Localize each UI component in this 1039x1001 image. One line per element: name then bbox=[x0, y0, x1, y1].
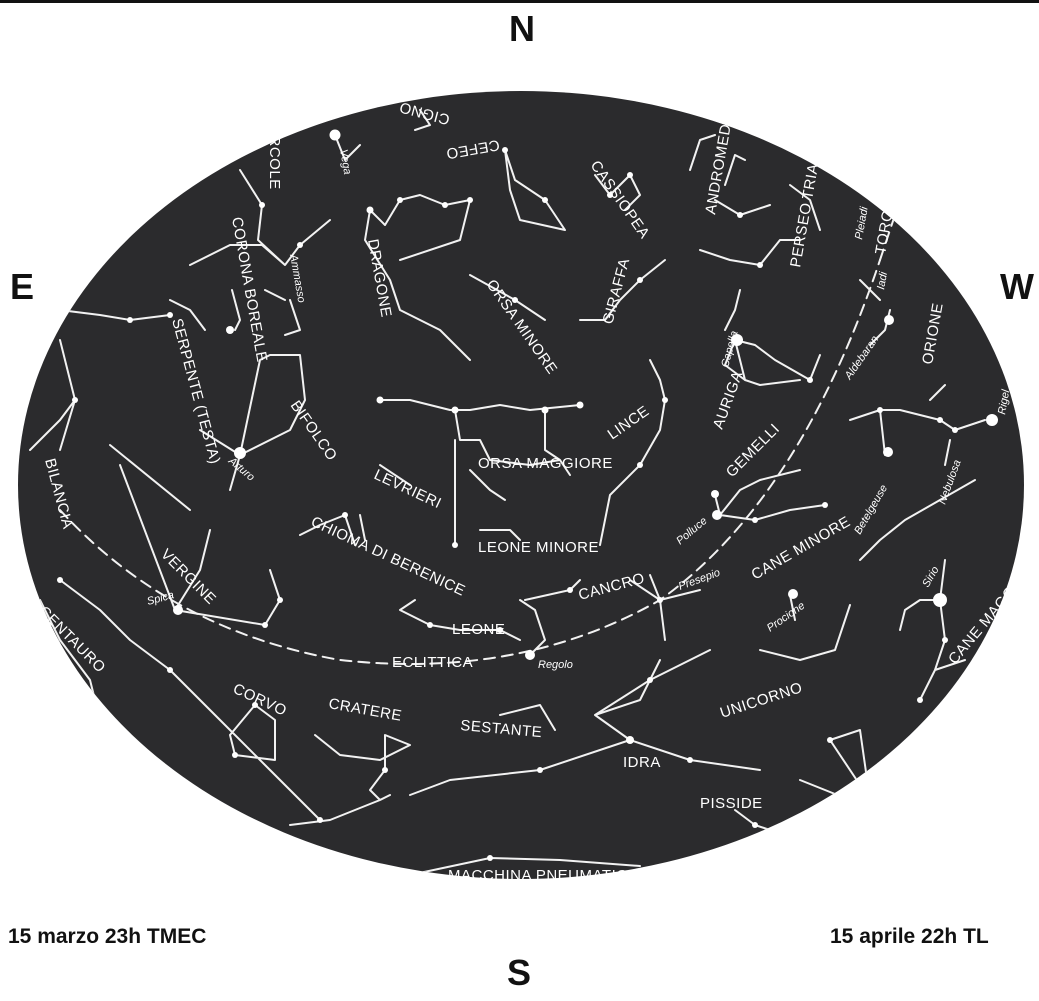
label-orsa-maggiore: ORSA MAGGIORE bbox=[478, 455, 613, 472]
caption-date-left: 15 marzo 23h TMEC bbox=[8, 925, 207, 948]
sky-disc bbox=[18, 91, 1024, 879]
label-pisside: PISSIDE bbox=[700, 795, 763, 812]
label-leone-minore: LEONE MINORE bbox=[478, 539, 599, 556]
label-leone: LEONE bbox=[452, 621, 505, 638]
star-pleiadi: Pleiadi bbox=[853, 205, 871, 240]
compass-north: N bbox=[509, 8, 535, 49]
compass-south: S bbox=[507, 952, 532, 993]
label-idra: IDRA bbox=[623, 754, 661, 771]
star-iadi: Iadi bbox=[875, 270, 890, 290]
compass-east: E bbox=[10, 266, 35, 307]
label-macchina: MACCHINA PNEUMATICA bbox=[448, 867, 638, 884]
star-rigel: Rigel bbox=[996, 388, 1012, 415]
label-vela: VELA bbox=[703, 864, 745, 886]
top-rule bbox=[0, 0, 1039, 3]
compass-west: W bbox=[1000, 266, 1034, 307]
star-points bbox=[57, 129, 998, 878]
star-regolo: Regolo bbox=[538, 659, 573, 671]
label-eclittica: ECLITTICA bbox=[392, 654, 473, 671]
ecliptic-line-east bbox=[879, 214, 896, 261]
label-ercole: ERCOLE bbox=[266, 125, 283, 190]
caption-date-right: 15 aprile 22h TL bbox=[830, 925, 989, 948]
star-vega: Vega bbox=[337, 148, 353, 175]
label-poppa: POPPA bbox=[871, 759, 924, 803]
